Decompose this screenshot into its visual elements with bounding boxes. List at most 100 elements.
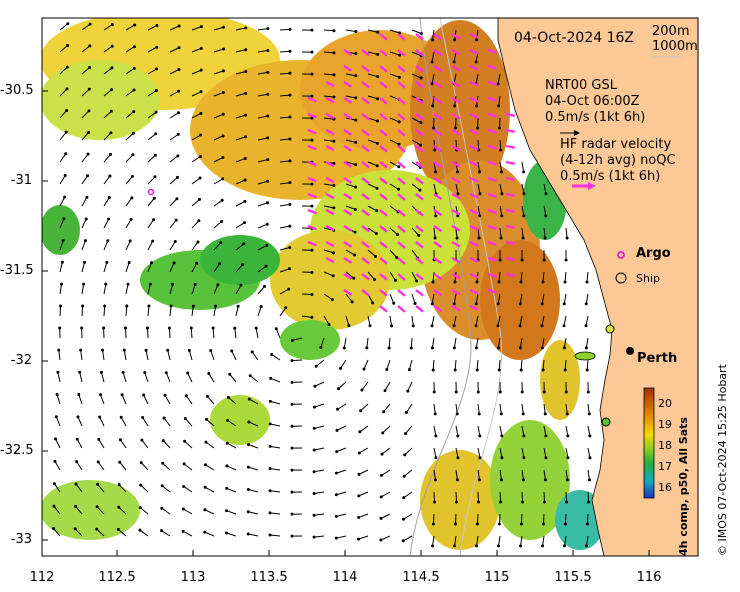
gsl-arrow: [381, 469, 391, 476]
hf-arrow: [361, 225, 370, 233]
gsl-arrow-head: [376, 97, 380, 101]
gsl-arrow: [79, 372, 83, 383]
gsl-arrow-head: [155, 67, 159, 71]
gsl-arrow: [118, 529, 127, 537]
gsl-arrow: [257, 50, 268, 53]
gsl-arrow: [358, 535, 369, 540]
gsl-arrow: [191, 134, 201, 141]
gsl-arrow: [161, 485, 171, 493]
gsl-arrow: [323, 271, 334, 277]
gsl-arrow-head: [497, 280, 501, 284]
gsl-arrow: [59, 218, 65, 229]
gsl-arrow: [147, 305, 150, 317]
hf-arrow: [469, 272, 479, 279]
hf-arrow: [397, 161, 406, 169]
gsl-arrow: [314, 535, 325, 538]
gsl-arrow-head: [431, 280, 435, 284]
hf-arrow: [361, 97, 370, 105]
gsl-arrow: [455, 403, 458, 414]
gsl-arrow: [269, 534, 281, 537]
hf-legend-line1: HF radar velocity: [560, 137, 672, 152]
gsl-arrow: [477, 183, 481, 194]
gsl-arrow: [185, 395, 193, 405]
gsl-arrow-head: [522, 192, 526, 196]
gsl-arrow-head: [310, 94, 314, 98]
gsl-arrow: [191, 156, 201, 163]
gsl-arrow: [191, 177, 201, 185]
gsl-arrow: [251, 351, 259, 361]
gsl-arrow: [477, 469, 480, 480]
gsl-arrow-head: [220, 220, 224, 224]
gsl-arrow: [204, 531, 215, 537]
ship-marker: [601, 417, 611, 427]
gsl-arrow-head: [563, 368, 567, 372]
gsl-arrow-head: [63, 195, 67, 199]
gsl-arrow: [270, 400, 281, 405]
gsl-arrow: [345, 205, 356, 210]
gsl-arrow-head: [246, 465, 250, 469]
gsl-arrow: [147, 262, 153, 273]
gsl-arrow-head: [177, 24, 181, 28]
hf-arrow: [343, 96, 353, 104]
gsl-arrow-head: [193, 283, 197, 287]
gsl-arrow: [433, 403, 436, 414]
gsl-arrow: [432, 271, 435, 283]
gsl-arrow: [475, 73, 479, 84]
hf-arrow: [379, 289, 388, 297]
gsl-arrow-head: [540, 346, 544, 350]
gsl-arrow-head: [521, 412, 525, 416]
gsl-arrow: [228, 397, 237, 405]
gsl-arrow-head: [95, 527, 99, 531]
gsl-arrow: [314, 469, 325, 473]
gsl-arrow: [97, 461, 105, 471]
gsl-arrow: [119, 439, 127, 449]
gsl-arrow-head: [64, 152, 68, 156]
hf-arrow: [487, 256, 497, 262]
gsl-arrow-head: [430, 302, 434, 306]
hf-arrow: [397, 49, 406, 57]
gsl-legend-line1: NRT00 GSL: [545, 78, 617, 93]
gsl-arrow: [542, 513, 545, 525]
gsl-arrow: [585, 337, 589, 348]
gsl-arrow-head: [357, 472, 361, 476]
gsl-arrow-head: [566, 456, 570, 460]
gsl-arrow-head: [203, 485, 207, 489]
gsl-arrow: [431, 73, 435, 84]
gsl-arrow: [389, 29, 400, 34]
gsl-arrow: [367, 161, 378, 167]
gsl-arrow: [147, 46, 158, 53]
hf-arrow: [343, 256, 353, 264]
gsl-arrow: [257, 115, 268, 119]
gsl-arrow: [227, 420, 237, 427]
gsl-arrow: [103, 45, 113, 53]
gsl-arrow-head: [376, 52, 380, 56]
gsl-arrow-head: [544, 434, 548, 438]
gsl-arrow: [182, 530, 193, 537]
gsl-arrow-head: [290, 402, 294, 406]
hf-arrow: [379, 241, 388, 249]
gsl-arrow: [226, 442, 237, 449]
depth-contour-1000m: 1000m: [652, 39, 698, 54]
gsl-arrow-head: [51, 526, 55, 530]
gsl-arrow-head: [478, 192, 482, 196]
gsl-arrow-head: [247, 443, 251, 447]
gsl-arrow-head: [375, 209, 379, 213]
gsl-arrow-head: [330, 298, 334, 302]
gsl-arrow-head: [419, 121, 423, 125]
gsl-arrow-head: [541, 522, 545, 526]
gsl-arrow-head: [199, 111, 203, 115]
gsl-arrow-head: [53, 459, 57, 463]
gsl-arrow-head: [319, 345, 323, 349]
gsl-arrow-head: [395, 255, 399, 259]
gsl-arrow-head: [585, 544, 589, 548]
gsl-arrow: [323, 95, 334, 98]
gsl-arrow-head: [478, 434, 482, 438]
gsl-arrow-head: [139, 461, 143, 465]
gsl-arrow-head: [214, 304, 218, 308]
gsl-arrow: [477, 425, 481, 436]
gsl-arrow-head: [130, 196, 134, 200]
gsl-arrow-head: [404, 410, 408, 414]
gsl-arrow: [498, 513, 501, 525]
hf-arrow: [433, 129, 443, 137]
gsl-arrow-head: [290, 512, 294, 516]
